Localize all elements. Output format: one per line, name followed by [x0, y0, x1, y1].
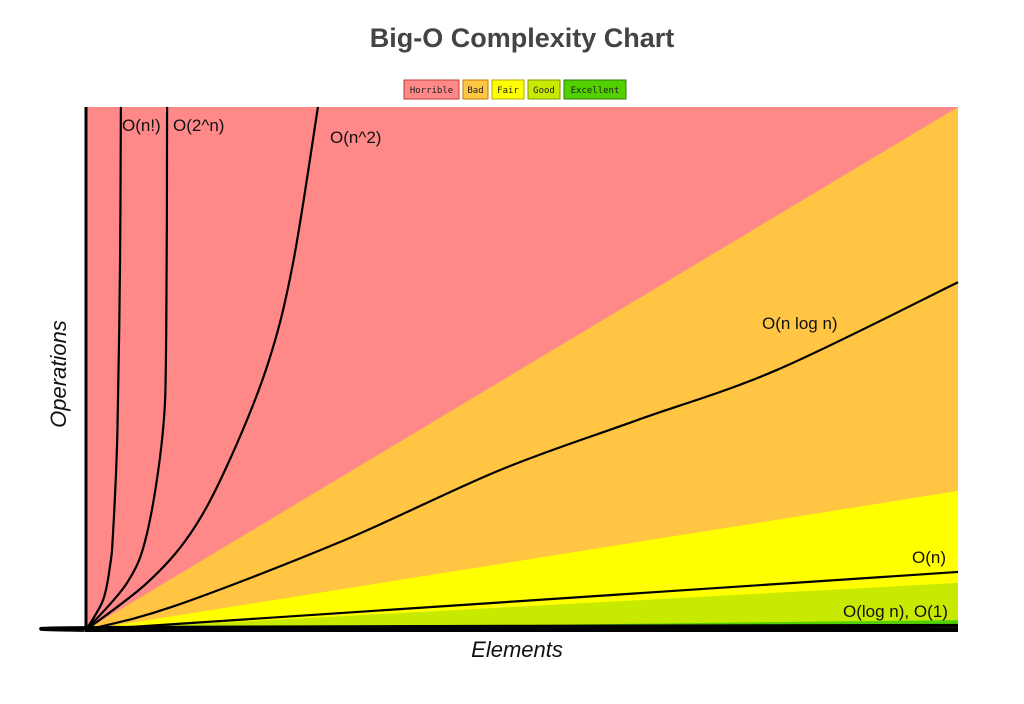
curve-o-n — [85, 570, 959, 632]
region-good — [86, 582, 958, 630]
curve-labels: O(n!) O(2^n) O(n^2) O(n log n) O(n) O(log n),… — [122, 116, 948, 621]
legend-item-good: Good — [527, 79, 561, 100]
curve-o-n-2 — [85, 106, 320, 631]
curve-o-log-n-o-1 — [39, 623, 959, 632]
curve-label-o-2-n: O(2^n) — [173, 116, 224, 135]
legend-swatch — [527, 79, 561, 100]
region-bad — [86, 107, 958, 630]
curve-label-o-log-n-o-1: O(log n), O(1) — [843, 602, 948, 621]
complexity-regions — [86, 107, 958, 630]
legend-swatch — [491, 79, 525, 100]
x-axis-label: Elements — [471, 637, 563, 662]
curve-o-n-log-n — [85, 281, 959, 632]
chart-title: Big-O Complexity Chart — [370, 23, 675, 53]
curve-label-o-n-log-n: O(n log n) — [762, 314, 838, 333]
legend-label: Horrible — [410, 86, 453, 96]
legend-swatch — [403, 79, 460, 100]
legend-label: Excellent — [571, 86, 620, 96]
legend-swatch — [462, 79, 489, 100]
curve-label-o-n: O(n) — [912, 548, 946, 567]
legend-label: Good — [533, 86, 555, 96]
legend: Horrible Bad Fair Good Excellent — [403, 79, 627, 100]
curve-o-2-n — [85, 106, 169, 631]
legend-item-fair: Fair — [491, 79, 525, 100]
legend-item-bad: Bad — [462, 79, 489, 100]
legend-swatch — [563, 79, 627, 100]
curve-label-o-n-2: O(n^2) — [330, 128, 381, 147]
curve-label-o-n: O(n!) — [122, 116, 161, 135]
y-axis-label: Operations — [46, 320, 71, 428]
legend-label: Bad — [467, 86, 483, 96]
legend-item-excellent: Excellent — [563, 79, 627, 100]
curve-o-n — [85, 106, 122, 631]
legend-item-horrible: Horrible — [403, 79, 460, 100]
complexity-curves — [39, 106, 959, 632]
legend-label: Fair — [497, 86, 519, 96]
